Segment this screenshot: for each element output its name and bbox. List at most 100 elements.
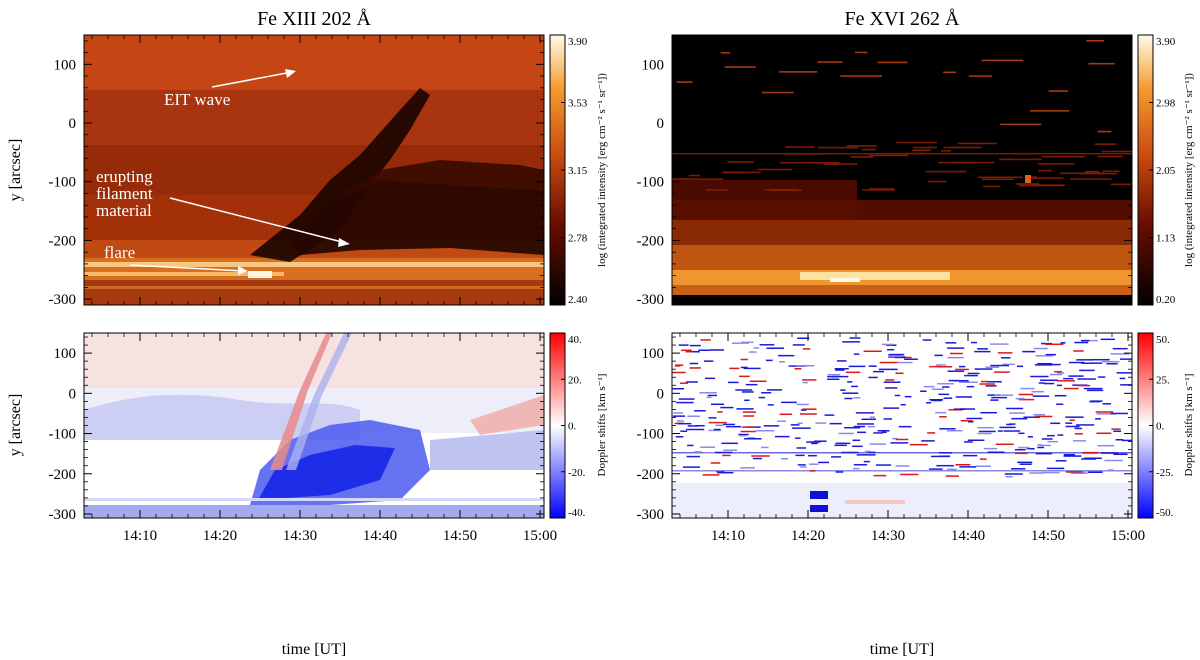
doppler-streak <box>717 471 734 474</box>
panel-1-filament <box>250 88 544 262</box>
doppler-streak <box>672 415 686 417</box>
doppler-streak <box>1050 422 1061 425</box>
doppler-streak <box>815 422 827 424</box>
doppler-streak <box>672 371 686 374</box>
intensity-streak <box>925 170 967 173</box>
doppler-streak <box>742 426 756 428</box>
doppler-streak <box>753 457 762 460</box>
doppler-streak <box>861 418 877 421</box>
panel-4-xlabel: time [UT] <box>870 641 934 658</box>
doppler-streak <box>867 451 876 454</box>
colorbar-tick-label: 2.98 <box>1156 98 1176 110</box>
doppler-streak <box>888 355 903 357</box>
intensity-streak <box>943 146 982 149</box>
doppler-streak <box>796 447 806 449</box>
doppler-streak <box>845 371 861 374</box>
annotation-flare: flare <box>104 243 135 262</box>
doppler-streak <box>849 337 861 339</box>
doppler-streak <box>1083 387 1103 390</box>
doppler-streak <box>749 380 767 383</box>
doppler-streak <box>731 342 749 344</box>
doppler-streak <box>1074 433 1083 435</box>
doppler-streak <box>977 432 992 435</box>
doppler-streak <box>1029 472 1045 474</box>
doppler-streak <box>1077 378 1096 380</box>
doppler-streak <box>745 383 758 386</box>
xtick-label: 14:10 <box>123 528 157 544</box>
doppler-streak <box>929 365 942 368</box>
doppler-streak <box>740 358 748 361</box>
doppler-streak <box>960 408 975 410</box>
ytick-label: 100 <box>54 346 77 362</box>
doppler-streak <box>1015 452 1028 455</box>
doppler-streak <box>909 443 928 446</box>
doppler-streak <box>1076 424 1095 426</box>
doppler-streak <box>755 429 775 432</box>
intensity-streak <box>983 185 1001 188</box>
doppler-streak <box>710 403 725 406</box>
intensity-streak <box>764 189 797 191</box>
doppler-streak <box>887 348 895 351</box>
xtick-label: 14:20 <box>203 528 237 544</box>
doppler-streak <box>802 381 808 384</box>
doppler-streak <box>1041 471 1060 474</box>
doppler-streak <box>797 337 810 339</box>
doppler-streak <box>1044 382 1055 385</box>
doppler-streak <box>1113 453 1128 456</box>
doppler-streak <box>806 441 821 443</box>
doppler-streak <box>706 396 712 399</box>
doppler-streak <box>868 425 875 428</box>
doppler-streak <box>922 339 932 341</box>
intensity-streak <box>1097 155 1123 158</box>
doppler-streak <box>1034 364 1053 366</box>
doppler-streak <box>967 439 985 441</box>
doppler-streak <box>990 399 999 401</box>
doppler-streak <box>985 366 1000 368</box>
doppler-streak <box>1090 358 1110 361</box>
doppler-streak <box>1063 387 1079 390</box>
doppler-streak <box>1074 427 1083 430</box>
doppler-streak <box>977 348 989 350</box>
doppler-streak <box>853 353 860 355</box>
doppler-streak <box>1010 468 1026 470</box>
doppler-streak <box>1087 471 1103 474</box>
arrowhead-eit-wave <box>285 69 296 78</box>
xtick-label: 14:50 <box>1031 528 1065 544</box>
doppler-streak <box>873 432 883 434</box>
doppler-streak <box>763 425 780 427</box>
doppler-streak <box>947 468 957 471</box>
doppler-streak <box>829 422 842 425</box>
panel-2-colorbar-label: log (integrated intensity [erg cm⁻² s⁻¹ … <box>1183 73 1195 267</box>
ytick-label: -100 <box>49 175 77 191</box>
ytick-label: -200 <box>637 467 665 483</box>
doppler-streak <box>694 410 706 412</box>
doppler-streak <box>881 343 894 346</box>
doppler-streak <box>794 368 802 370</box>
doppler-streak <box>790 424 800 426</box>
doppler-streak <box>1102 403 1111 405</box>
doppler-streak <box>895 465 910 467</box>
doppler-streak <box>1104 459 1123 462</box>
doppler-streak <box>963 454 978 457</box>
panel-1-colorbar-label: log (integrated intensity [erg cm⁻² s⁻¹ … <box>596 73 608 267</box>
doppler-streak <box>974 350 991 353</box>
doppler-streak <box>985 385 997 387</box>
doppler-streak <box>1009 412 1025 414</box>
doppler-streak <box>1097 444 1115 447</box>
doppler-streak <box>1041 438 1053 440</box>
doppler-streak <box>811 442 818 445</box>
doppler-streak <box>1057 434 1064 436</box>
intensity-streak <box>757 168 793 171</box>
doppler-streak <box>759 344 775 346</box>
doppler-streak <box>926 402 932 404</box>
doppler-streak <box>869 443 886 445</box>
intensity-streak <box>1097 130 1112 133</box>
doppler-streak <box>1009 423 1016 425</box>
doppler-streak <box>934 354 943 357</box>
doppler-streak <box>989 343 1009 345</box>
ytick-label: 100 <box>54 57 77 73</box>
doppler-streak <box>966 385 975 388</box>
panel-1-colorbar-ticks: 2.40 2.78 3.15 3.53 3.90 <box>561 34 588 306</box>
doppler-streak <box>721 442 738 445</box>
doppler-streak <box>997 352 1013 354</box>
